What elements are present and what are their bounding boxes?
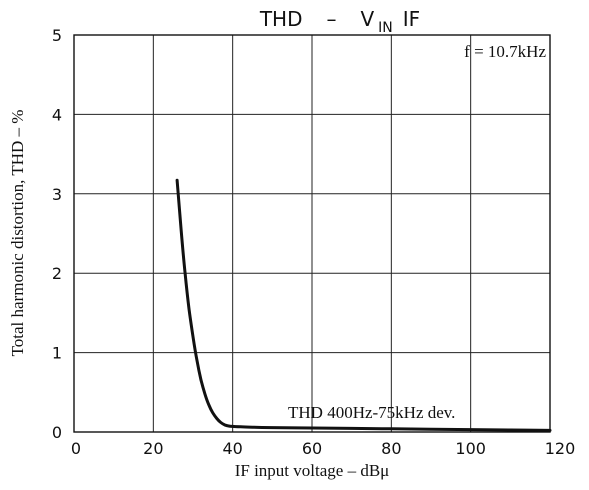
x-tick-label: 60 [302,439,322,458]
y-tick-label: 2 [52,264,62,283]
thd-curve [175,178,552,432]
title-v: V [360,7,374,31]
y-axis-label: Total harmonic distortion, THD – % [8,110,27,357]
title-suffix: IF [403,7,420,31]
chart-title: THD – V IN IF [259,7,420,36]
y-tick-label: 1 [52,344,62,363]
x-tick-labels: 0 20 40 60 80 100 120 [71,439,575,458]
x-tick-label: 40 [222,439,242,458]
condition-label: f = 10.7kHz [464,42,546,61]
x-tick-label: 100 [455,439,486,458]
x-tick-label: 20 [143,439,163,458]
title-dash: – [326,7,336,31]
x-tick-label: 120 [545,439,576,458]
x-axis-label: IF input voltage – dBμ [235,461,390,480]
x-tick-label: 0 [71,439,81,458]
y-tick-label: 0 [52,423,62,442]
plot-frame [73,34,551,433]
grid-lines [73,34,551,433]
series-note-label: THD 400Hz-75kHz dev. [288,403,455,422]
x-tick-label: 80 [381,439,401,458]
y-tick-label: 5 [52,26,62,45]
title-prefix: THD [259,7,303,31]
y-tick-label: 3 [52,185,62,204]
title-subscript: IN [378,20,393,36]
y-tick-label: 4 [52,105,62,124]
y-tick-labels: 0 1 2 3 4 5 [52,26,62,442]
